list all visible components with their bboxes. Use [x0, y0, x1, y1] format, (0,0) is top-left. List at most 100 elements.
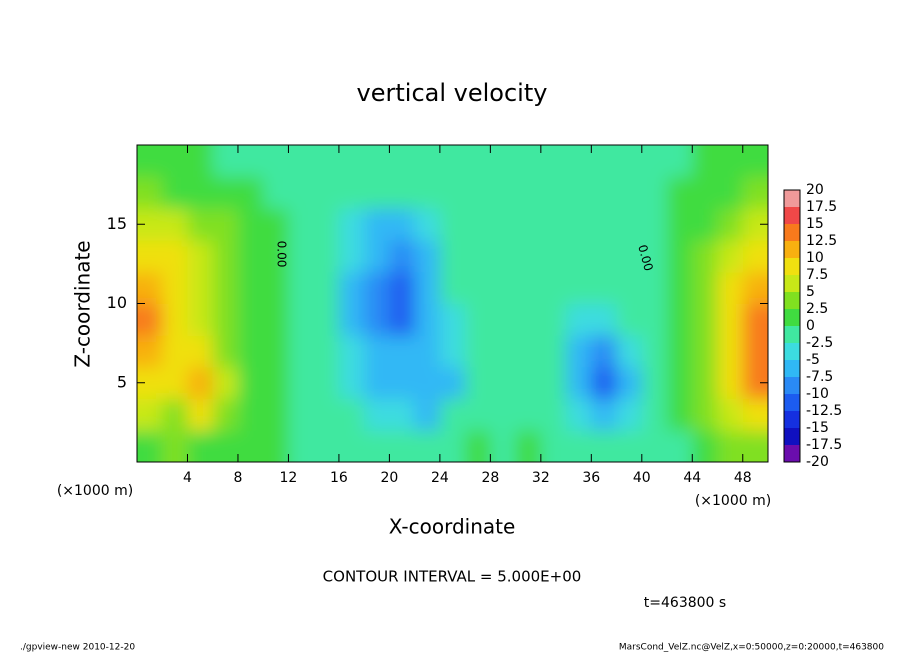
cell	[237, 176, 264, 209]
cell	[616, 430, 643, 462]
x-tick-label: 28	[481, 470, 499, 486]
cell	[288, 271, 315, 304]
cell	[288, 335, 315, 368]
cell	[465, 208, 491, 241]
cell	[313, 240, 340, 273]
cell	[162, 145, 188, 178]
cell	[641, 335, 668, 368]
cell	[313, 398, 340, 431]
cell	[515, 398, 542, 431]
cell	[288, 240, 315, 273]
cell	[212, 398, 239, 431]
cell	[667, 145, 693, 178]
cell	[717, 145, 744, 178]
cell	[566, 366, 592, 400]
cell	[566, 398, 592, 431]
time-label: t=463800 s	[644, 595, 726, 611]
cell	[490, 271, 517, 304]
cell	[591, 176, 618, 209]
cell	[212, 366, 239, 400]
cell	[540, 335, 567, 368]
cell	[692, 335, 719, 368]
cell	[187, 176, 214, 209]
cell	[692, 303, 719, 336]
x-tick-label: 36	[582, 470, 600, 486]
cell	[692, 366, 719, 400]
cell	[162, 430, 188, 462]
cell	[742, 176, 768, 209]
x-tick-label: 20	[380, 470, 398, 486]
cell	[263, 366, 289, 400]
cell	[313, 430, 340, 462]
cell	[162, 366, 188, 400]
cell	[490, 303, 517, 336]
cell	[212, 303, 239, 336]
cell	[288, 366, 315, 400]
x-tick-label: 4	[183, 470, 192, 486]
cell	[717, 303, 744, 336]
cell	[237, 145, 264, 178]
cell	[667, 366, 693, 400]
cell	[263, 271, 289, 304]
cell	[692, 398, 719, 431]
cell	[313, 335, 340, 368]
contour-interval: CONTOUR INTERVAL = 5.000E+00	[323, 568, 582, 586]
cell	[263, 430, 289, 462]
cell	[566, 145, 592, 178]
y-tick-label: 5	[117, 372, 127, 391]
cell	[591, 366, 618, 400]
colorbar-label: 7.5	[806, 267, 828, 283]
cell	[616, 335, 643, 368]
cell	[465, 240, 491, 273]
cell	[313, 366, 340, 400]
colorbar-label: -7.5	[806, 369, 833, 385]
cell	[692, 176, 719, 209]
cell	[364, 208, 390, 241]
cell	[187, 398, 214, 431]
colorbar-label: -2.5	[806, 335, 833, 351]
colorbar-swatch	[784, 275, 800, 293]
cell	[667, 430, 693, 462]
cell	[389, 430, 416, 462]
cell	[338, 303, 365, 336]
cell	[389, 335, 416, 368]
cell	[439, 240, 466, 273]
cell	[263, 303, 289, 336]
cell	[439, 145, 466, 178]
cell	[288, 398, 315, 431]
cell	[364, 398, 390, 431]
cell	[288, 430, 315, 462]
cell	[414, 176, 441, 209]
cell	[465, 430, 491, 462]
x-tick-label: 44	[683, 470, 701, 486]
cell	[717, 430, 744, 462]
cell	[641, 366, 668, 400]
cell	[566, 176, 592, 209]
cell	[237, 335, 264, 368]
cell	[288, 176, 315, 209]
cell	[717, 208, 744, 241]
cell	[338, 366, 365, 400]
colorbar-swatch	[784, 241, 800, 259]
cell	[566, 335, 592, 368]
cell	[490, 398, 517, 431]
colorbar-label: 2.5	[806, 301, 828, 317]
cell	[591, 398, 618, 431]
cell	[364, 303, 390, 336]
cell	[465, 366, 491, 400]
cell	[389, 240, 416, 273]
cell	[137, 176, 163, 209]
cell	[742, 398, 768, 431]
cell	[490, 366, 517, 400]
cell	[263, 176, 289, 209]
cell	[389, 366, 416, 400]
cell	[389, 145, 416, 178]
colorbar-label: -12.5	[806, 403, 842, 419]
cell	[162, 176, 188, 209]
cell	[162, 240, 188, 273]
colorbar-label: -10	[806, 386, 829, 402]
cell	[338, 145, 365, 178]
cell	[641, 271, 668, 304]
cell	[187, 240, 214, 273]
cell	[742, 271, 768, 304]
